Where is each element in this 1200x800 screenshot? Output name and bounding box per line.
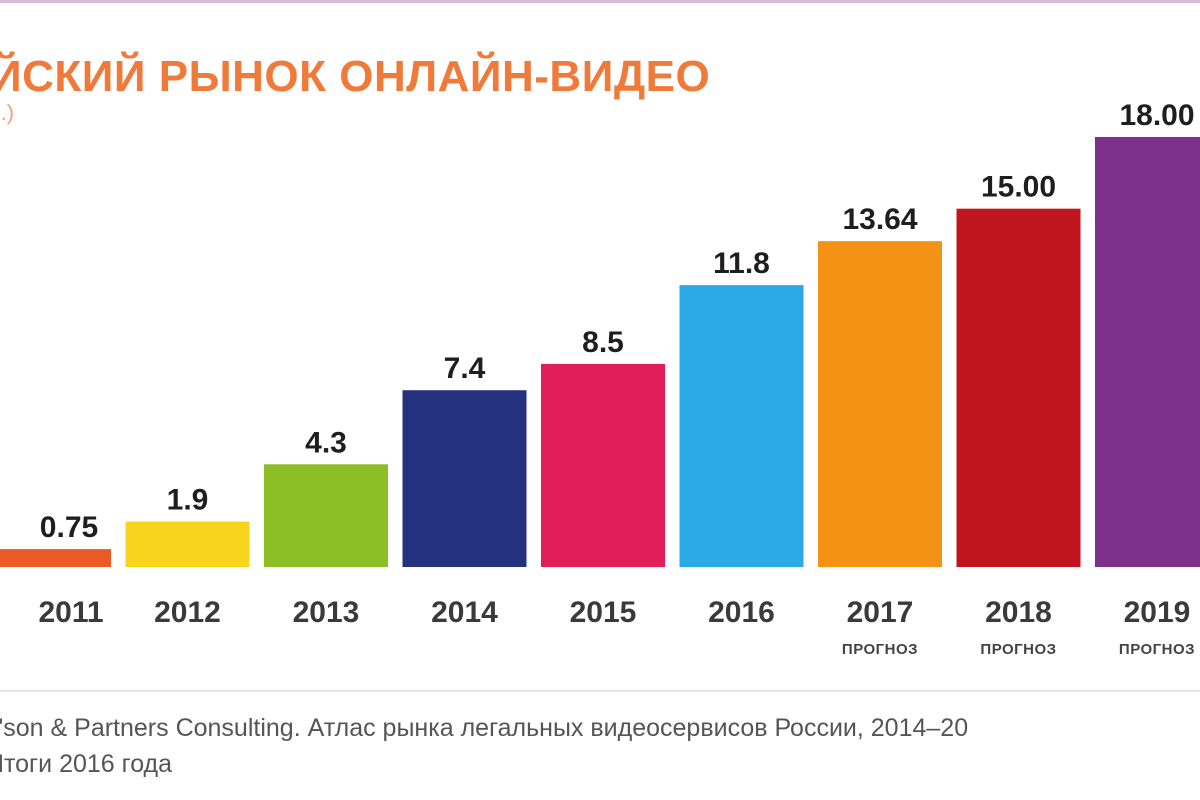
year-label-2019: 2019 [1124, 596, 1191, 629]
value-label-2019: 18.00 [1119, 99, 1194, 132]
forecast-note-2018: ПРОГНОЗ [980, 641, 1056, 658]
year-label-2016: 2016 [708, 596, 775, 629]
value-label-2015: 8.5 [582, 326, 624, 359]
value-label-2013: 4.3 [305, 426, 347, 459]
bar-2014 [402, 390, 527, 567]
footer-divider [0, 690, 1200, 692]
year-label-2017: 2017 [847, 596, 914, 629]
bar-2015 [541, 363, 665, 567]
year-label-2013: 2013 [293, 596, 360, 629]
bar-2011 [0, 549, 111, 567]
year-label-2012: 2012 [154, 596, 221, 629]
source-line-2: Итоги 2016 года [0, 750, 173, 778]
year-label-2018: 2018 [985, 596, 1052, 629]
bar-2019 [1095, 137, 1200, 567]
bar-chart: 0.75 2011 1.9 2012 4.3 2013 7.4 2014 8.5 2015 11.8… [0, 99, 1200, 658]
year-label-2014: 2014 [431, 596, 498, 629]
value-label-2012: 1.9 [167, 484, 209, 517]
bar-2017 [818, 241, 942, 567]
bar-2013 [264, 464, 388, 567]
value-label-2011: 0.75 [40, 511, 98, 544]
source-note: J'son & Partners Consulting. Атлас рынка… [0, 710, 968, 782]
value-label-2017: 13.64 [842, 203, 917, 236]
forecast-note-2019: ПРОГНОЗ [1119, 641, 1195, 658]
value-label-2016: 11.8 [713, 247, 770, 280]
bar-2018 [956, 208, 1081, 567]
year-label-2011: 2011 [38, 596, 103, 629]
top-rule [0, 0, 1200, 3]
forecast-note-2017: ПРОГНОЗ [842, 641, 918, 658]
bar-2012 [125, 521, 250, 567]
year-label-2015: 2015 [570, 596, 637, 629]
value-label-2014: 7.4 [444, 352, 486, 385]
value-label-2018: 15.00 [981, 171, 1056, 204]
bar-2016 [679, 285, 804, 567]
chart-title: ЙСКИЙ РЫНОК ОНЛАЙН-ВИДЕО [0, 52, 711, 101]
chart-subtitle: б.) [0, 100, 15, 125]
source-line-1: J'son & Partners Consulting. Атлас рынка… [0, 714, 969, 742]
